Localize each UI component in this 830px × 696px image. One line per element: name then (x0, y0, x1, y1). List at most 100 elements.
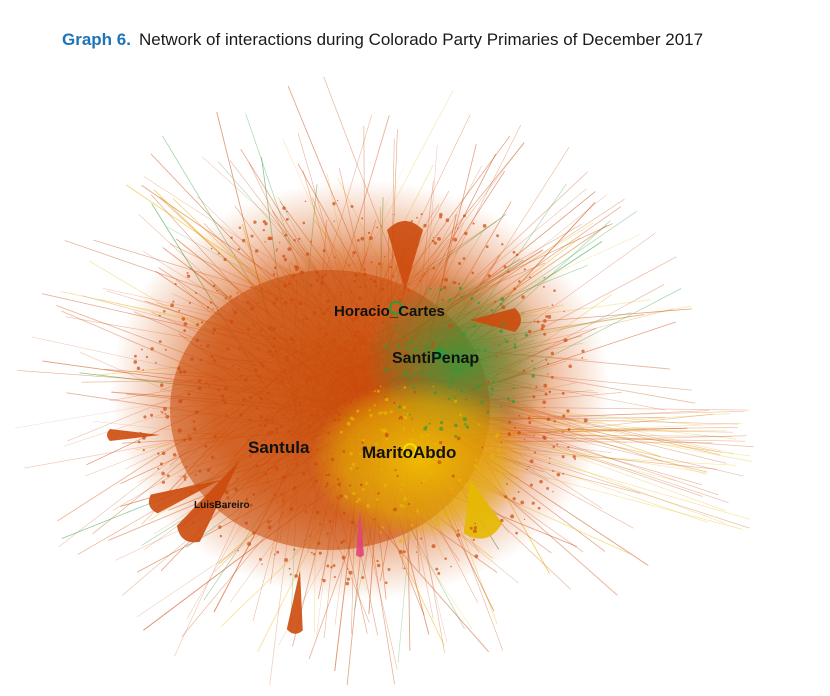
node-dot (375, 284, 378, 288)
santipenap-node (434, 348, 446, 360)
node-dot (282, 254, 286, 258)
node-dot (533, 320, 536, 323)
node-dot (513, 426, 517, 429)
node-dot (174, 282, 177, 286)
node-dot (456, 354, 460, 357)
node-dot (218, 525, 222, 529)
node-dot (329, 520, 332, 523)
node-dot (441, 299, 444, 302)
label-luisbareiro: LuisBareiro (194, 500, 250, 511)
node-dot (188, 301, 191, 304)
node-dot (206, 306, 210, 309)
node-dot (473, 324, 477, 328)
node-dot (510, 514, 515, 519)
node-dot (460, 295, 463, 299)
node-dot (431, 342, 435, 346)
figure-caption: Graph 6. Network of interactions during C… (62, 30, 703, 50)
node-dot (543, 436, 547, 440)
node-dot (236, 477, 238, 480)
marito-node (403, 443, 417, 457)
node-dot (406, 265, 410, 269)
node-dot (267, 369, 269, 372)
node-dot (223, 400, 227, 405)
node-dot (373, 518, 376, 521)
node-dot (496, 234, 500, 238)
node-dot (458, 478, 462, 483)
node-dot (431, 239, 435, 243)
node-dot (183, 370, 187, 374)
node-dot (373, 305, 377, 309)
node-dot (326, 564, 330, 568)
node-dot (298, 301, 303, 306)
node-dot (161, 451, 166, 456)
node-dot (431, 347, 434, 350)
node-dot (363, 366, 367, 371)
node-dot (550, 351, 555, 356)
node-dot (497, 448, 500, 452)
node-dot (267, 431, 271, 435)
node-dot (380, 468, 384, 471)
node-dot (546, 487, 549, 490)
node-dot (403, 264, 405, 267)
hub-cone (176, 460, 240, 543)
node-dot (275, 431, 278, 434)
node-dot (349, 438, 351, 441)
node-dot (457, 368, 461, 373)
node-dot (320, 281, 324, 285)
node-dot (344, 306, 347, 309)
node-dot (500, 323, 503, 326)
node-dot (315, 270, 319, 274)
node-dot (542, 285, 545, 288)
node-dot (439, 212, 443, 217)
node-dot (157, 452, 160, 455)
node-dot (389, 410, 393, 414)
node-dot (248, 418, 252, 422)
node-dot (352, 255, 354, 257)
node-dot (397, 404, 399, 407)
node-dot (280, 448, 282, 451)
node-dot (264, 222, 268, 226)
node-dot (371, 446, 374, 449)
node-dot (189, 490, 193, 494)
node-dot (187, 434, 190, 436)
node-dot (332, 564, 336, 568)
node-dot (309, 413, 312, 417)
node-dot (367, 231, 371, 235)
node-dot (535, 386, 538, 389)
node-dot (465, 425, 470, 429)
node-dot (512, 250, 516, 254)
node-dot (453, 370, 457, 374)
node-dot (334, 410, 339, 414)
node-dot (279, 325, 283, 328)
node-dot (183, 475, 187, 479)
node-dot (295, 387, 298, 391)
node-dot (253, 220, 257, 224)
node-dot (321, 578, 323, 581)
node-dot (205, 381, 208, 385)
node-dot (157, 467, 160, 470)
node-dot (304, 504, 307, 507)
node-dot (275, 250, 278, 252)
node-dot (365, 343, 368, 346)
node-dot (250, 285, 253, 288)
node-dot (329, 363, 332, 366)
node-dot (428, 472, 433, 476)
node-dot (248, 370, 251, 372)
node-dot (212, 308, 214, 310)
node-dot (349, 416, 354, 420)
node-dot (396, 324, 399, 328)
node-dot (528, 420, 532, 424)
node-dot (454, 434, 458, 438)
node-dot (483, 348, 487, 352)
node-dot (523, 268, 526, 271)
node-dot (398, 539, 403, 543)
node-dot (461, 349, 464, 352)
node-dot (345, 403, 348, 406)
node-dot (178, 399, 182, 404)
node-dot (450, 565, 452, 568)
node-dot (272, 301, 276, 305)
node-dot (344, 347, 348, 351)
node-dot (421, 482, 423, 484)
node-dot (287, 429, 291, 433)
node-dot (523, 518, 526, 521)
